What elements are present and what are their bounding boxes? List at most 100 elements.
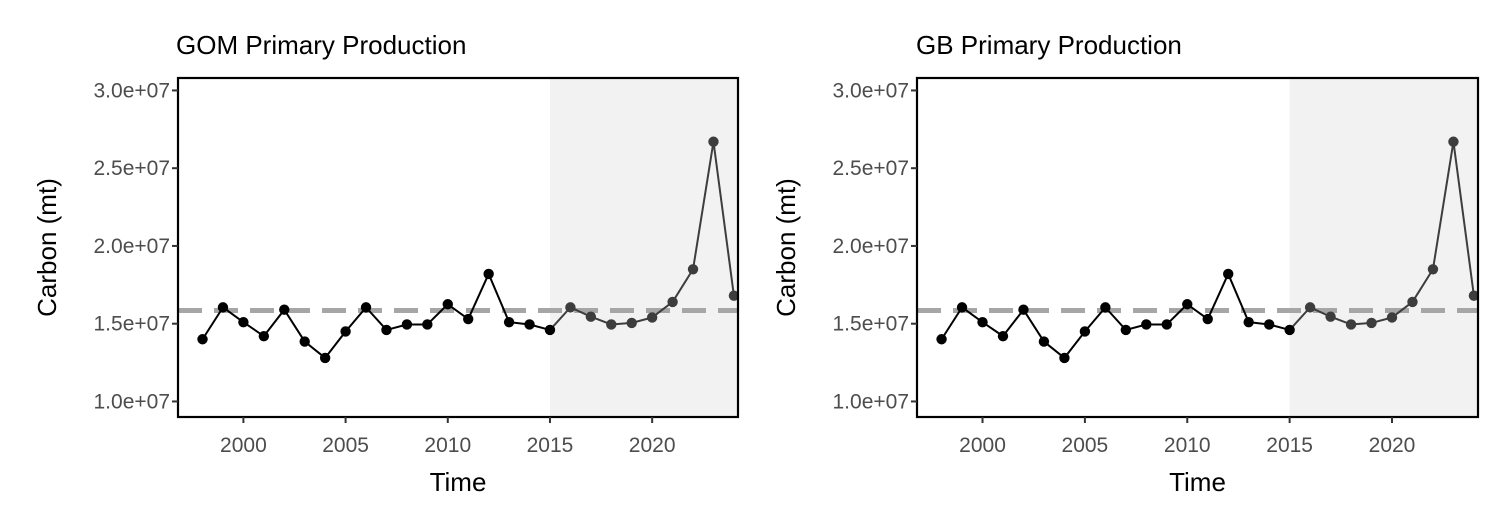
series-segment xyxy=(1431,141,1455,270)
panel-1: 1.0e+07 1.5e+07 2.0e+07 2.5e+07 3.0e+07 2000 2… xyxy=(32,30,740,497)
data-point xyxy=(1345,319,1357,330)
data-point xyxy=(1223,268,1234,280)
series-segment xyxy=(940,306,963,340)
series-segment xyxy=(1411,268,1434,303)
data-point xyxy=(1038,336,1050,347)
data-point xyxy=(1182,299,1193,310)
shaded-recent-region xyxy=(1289,78,1478,417)
data-point xyxy=(1325,311,1336,322)
data-point xyxy=(360,302,372,313)
data-point xyxy=(1018,304,1029,315)
series-segment xyxy=(1063,330,1086,359)
series-segment xyxy=(1022,309,1045,343)
data-point xyxy=(381,324,392,336)
series-segment xyxy=(344,306,367,333)
data-point xyxy=(1243,316,1254,328)
panel-border xyxy=(176,76,740,419)
data-point xyxy=(687,264,699,275)
data-point xyxy=(1284,324,1295,336)
x-tick-label: 2010 xyxy=(424,434,471,457)
series-segment xyxy=(201,306,224,340)
y-axis-title: Carbon (mt) xyxy=(32,178,62,317)
data-point xyxy=(646,312,658,323)
series-segment xyxy=(487,273,511,323)
series-segment xyxy=(671,268,694,303)
y-tick-label: 3.0e+07 xyxy=(833,79,910,102)
data-point xyxy=(626,317,637,329)
data-point xyxy=(483,268,494,280)
data-point xyxy=(1263,319,1275,330)
data-point xyxy=(217,302,229,313)
data-point xyxy=(238,316,249,328)
data-point xyxy=(565,302,576,313)
series-segment xyxy=(263,309,286,337)
data-point xyxy=(1427,264,1439,275)
y-tick-label: 3.0e+07 xyxy=(94,79,171,102)
data-point xyxy=(279,304,290,315)
x-axis-title: Time xyxy=(1169,467,1226,497)
panel-2: 1.0e+07 1.5e+07 2.0e+07 2.5e+07 3.0e+07 2000 2… xyxy=(771,30,1480,497)
data-point xyxy=(299,336,310,347)
data-point xyxy=(667,296,678,308)
chart-title: GB Primary Production xyxy=(916,30,1182,60)
data-point xyxy=(1304,302,1316,313)
data-point xyxy=(606,319,617,330)
x-tick-label: 2010 xyxy=(1164,434,1211,457)
data-point xyxy=(401,319,413,330)
data-point xyxy=(463,313,474,325)
data-point xyxy=(1468,290,1478,301)
series-segment xyxy=(1002,309,1025,337)
series-segment xyxy=(324,330,347,359)
y-tick-label: 2.0e+07 xyxy=(833,235,910,258)
x-tick-label: 2005 xyxy=(322,434,369,457)
data-point xyxy=(708,136,719,147)
x-axis-title: Time xyxy=(430,467,487,497)
y-tick-label: 1.5e+07 xyxy=(94,313,171,336)
series-segment xyxy=(712,141,735,296)
data-point xyxy=(728,290,738,301)
shaded-recent-region xyxy=(549,78,738,417)
series-segment xyxy=(1084,306,1107,333)
series-segment xyxy=(1206,273,1230,320)
x-tick-label: 2020 xyxy=(629,434,676,457)
data-point xyxy=(585,311,597,322)
y-axis-title: Carbon (mt) xyxy=(771,178,801,317)
y-tick-label: 2.5e+07 xyxy=(94,157,171,180)
data-point xyxy=(340,326,351,337)
data-point xyxy=(442,299,453,310)
data-point xyxy=(503,316,515,328)
data-point xyxy=(1386,312,1398,323)
data-point xyxy=(1059,352,1070,364)
y-tick-label: 2.0e+07 xyxy=(94,235,171,258)
data-point xyxy=(1079,326,1091,337)
data-point xyxy=(1120,324,1132,336)
series-segment xyxy=(1227,273,1250,323)
y-tick-label: 1.5e+07 xyxy=(833,313,910,336)
data-point xyxy=(1407,296,1418,308)
data-point xyxy=(319,352,331,364)
series-segment xyxy=(283,309,306,343)
data-point xyxy=(936,334,947,345)
x-tick-label: 2015 xyxy=(527,434,574,457)
data-point xyxy=(1161,319,1172,330)
x-tick-label: 2020 xyxy=(1369,434,1416,457)
data-point xyxy=(1366,317,1377,329)
data-point xyxy=(997,330,1009,342)
data-point xyxy=(524,319,535,330)
y-tick-label: 2.5e+07 xyxy=(833,157,910,180)
data-point xyxy=(1448,136,1459,147)
x-tick-label: 2000 xyxy=(959,434,1006,457)
panel-border xyxy=(915,76,1480,419)
x-tick-label: 2000 xyxy=(220,434,267,457)
data-point xyxy=(258,330,270,342)
y-tick-label: 1.0e+07 xyxy=(94,390,171,413)
series-segment xyxy=(692,141,715,270)
series-segment xyxy=(467,273,490,320)
data-point xyxy=(544,324,556,336)
data-point xyxy=(977,316,988,328)
data-point xyxy=(422,319,433,330)
y-tick-label: 1.0e+07 xyxy=(833,390,910,413)
data-layer xyxy=(936,136,1478,364)
